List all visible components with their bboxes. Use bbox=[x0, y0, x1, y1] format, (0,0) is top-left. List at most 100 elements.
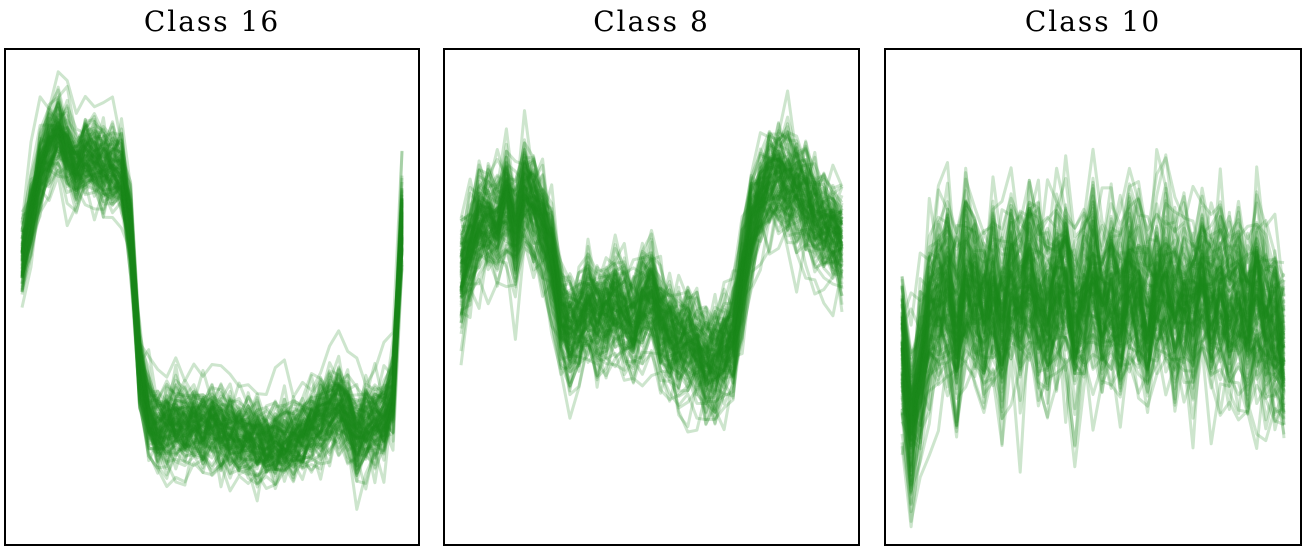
series-line bbox=[900, 247, 1286, 448]
series-line bbox=[900, 223, 1286, 421]
series-line bbox=[20, 168, 404, 478]
series-line bbox=[20, 138, 404, 456]
series-line bbox=[900, 187, 1286, 425]
series-line bbox=[20, 140, 404, 463]
series-line bbox=[459, 115, 844, 341]
series-line bbox=[459, 157, 843, 380]
series-line bbox=[900, 243, 1286, 418]
series-line bbox=[20, 131, 404, 478]
series-line bbox=[459, 191, 843, 405]
series-line bbox=[900, 156, 1286, 378]
series-line bbox=[20, 134, 404, 452]
series-line bbox=[900, 282, 1285, 492]
series-line bbox=[20, 100, 404, 463]
series-line bbox=[900, 289, 1286, 419]
series-line bbox=[900, 166, 1286, 410]
series-line bbox=[900, 205, 1286, 387]
series-line bbox=[900, 312, 1286, 514]
series-line bbox=[20, 88, 404, 440]
series-line bbox=[459, 185, 844, 415]
series-line bbox=[900, 243, 1286, 421]
series-line bbox=[20, 118, 404, 444]
plot-area bbox=[884, 48, 1302, 546]
series-line bbox=[900, 254, 1286, 426]
series-line bbox=[20, 85, 404, 442]
series-line bbox=[20, 132, 404, 453]
series-line bbox=[900, 220, 1286, 421]
series-line bbox=[900, 231, 1286, 477]
series-line bbox=[900, 254, 1286, 420]
series-line bbox=[459, 197, 844, 427]
series-line bbox=[900, 208, 1286, 401]
series-line bbox=[900, 267, 1286, 445]
series-line bbox=[20, 125, 404, 473]
series-line bbox=[900, 207, 1286, 406]
series-line bbox=[20, 121, 404, 471]
series-line bbox=[20, 160, 404, 474]
series-line bbox=[20, 97, 404, 460]
series-line bbox=[900, 171, 1286, 436]
series-line bbox=[900, 218, 1286, 405]
series-line bbox=[20, 119, 404, 469]
series-line bbox=[900, 260, 1286, 431]
series-line bbox=[20, 128, 404, 470]
series-line bbox=[459, 202, 844, 414]
series-line bbox=[459, 145, 844, 354]
series-line bbox=[20, 143, 404, 466]
series-line bbox=[459, 194, 844, 387]
series-line bbox=[20, 134, 404, 465]
series-line bbox=[459, 169, 844, 383]
series-line bbox=[900, 265, 1286, 433]
series-line bbox=[20, 128, 404, 462]
series-line bbox=[20, 161, 404, 469]
series-line bbox=[900, 154, 1286, 332]
series-line bbox=[900, 235, 1286, 446]
series-line bbox=[459, 158, 843, 394]
series-line bbox=[900, 240, 1286, 396]
series-line bbox=[20, 101, 404, 470]
series-line bbox=[900, 245, 1286, 425]
series-line bbox=[900, 224, 1286, 407]
series-line bbox=[20, 95, 404, 450]
series-line bbox=[459, 151, 843, 380]
series-line bbox=[459, 161, 844, 385]
chart-title: Class 16 bbox=[143, 5, 281, 38]
series-line bbox=[900, 252, 1286, 448]
series-line bbox=[900, 241, 1286, 421]
series-line bbox=[900, 271, 1286, 495]
series-line bbox=[459, 181, 844, 421]
series-line bbox=[459, 154, 843, 372]
series-line bbox=[459, 146, 844, 360]
series-line bbox=[20, 102, 404, 439]
series-line bbox=[900, 205, 1286, 406]
series-line bbox=[900, 209, 1286, 387]
series-line bbox=[900, 264, 1285, 451]
series-line bbox=[460, 206, 843, 404]
series-line bbox=[900, 198, 1286, 372]
plot-area bbox=[4, 48, 420, 546]
series-line bbox=[20, 123, 404, 443]
series-line bbox=[20, 121, 404, 457]
series-line bbox=[460, 155, 844, 375]
series-line bbox=[20, 141, 404, 469]
series-line bbox=[459, 122, 843, 357]
series-line bbox=[459, 130, 843, 361]
series-line bbox=[900, 242, 1285, 435]
series-line bbox=[20, 125, 404, 436]
series-line bbox=[900, 249, 1286, 468]
series-line bbox=[20, 145, 404, 482]
chart-title: Class 8 bbox=[593, 5, 710, 38]
series-line bbox=[459, 172, 843, 364]
series-line bbox=[459, 158, 844, 351]
series-line bbox=[459, 131, 844, 361]
series-line bbox=[20, 126, 404, 448]
series-line bbox=[459, 135, 844, 352]
series-line bbox=[900, 147, 1286, 321]
series-line bbox=[20, 135, 404, 449]
series-line bbox=[459, 161, 844, 371]
series-line bbox=[459, 160, 843, 359]
series-line bbox=[900, 224, 1286, 385]
series-line bbox=[459, 184, 844, 414]
series-line bbox=[459, 141, 843, 341]
series-line bbox=[20, 128, 404, 471]
